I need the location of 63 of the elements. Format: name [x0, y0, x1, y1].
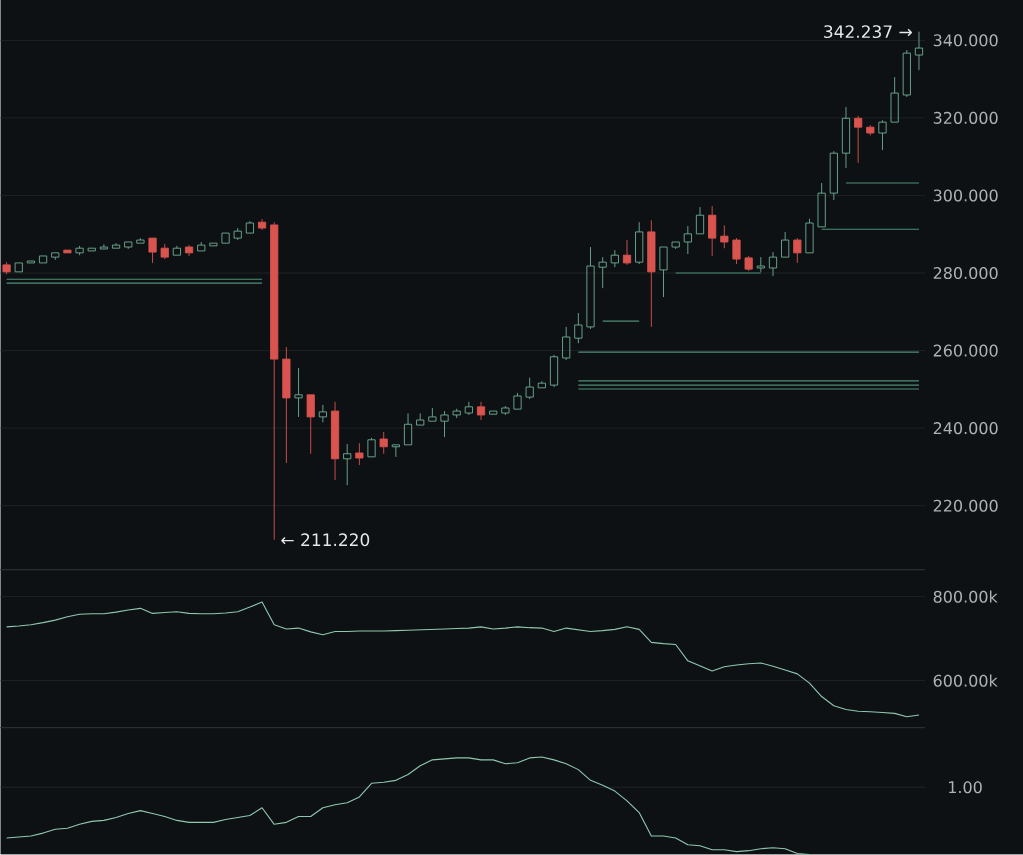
candlestick	[464, 401, 473, 416]
candlestick	[428, 407, 437, 422]
candlestick	[209, 242, 218, 247]
candlestick	[391, 444, 400, 458]
candlestick	[403, 412, 413, 446]
candlestick	[87, 247, 96, 252]
candlestick	[914, 31, 924, 71]
candlestick	[537, 380, 546, 389]
candlestick	[38, 255, 48, 264]
y-tick-label: 220.000	[933, 499, 998, 512]
y-tick-label: 300.000	[933, 189, 998, 202]
candlestick	[829, 150, 838, 201]
candlestick	[781, 231, 790, 258]
candlestick	[379, 431, 388, 455]
y-tick-label: 260.000	[933, 344, 998, 357]
text: 1.00	[949, 781, 982, 794]
candlestick	[841, 106, 851, 169]
candlestick	[330, 401, 340, 481]
candlestick	[148, 237, 157, 264]
candlestick	[549, 354, 559, 388]
candlestick	[598, 256, 607, 289]
candlestick	[63, 249, 72, 254]
candlestick	[282, 346, 291, 464]
candlestick	[355, 442, 364, 466]
candlestick	[172, 245, 181, 256]
candlestick	[99, 243, 108, 250]
candlestick	[294, 367, 303, 418]
candlestick	[622, 239, 632, 266]
y-tick-label: 240.000	[933, 422, 998, 435]
candlestick	[756, 256, 765, 273]
candlestick	[708, 205, 717, 257]
candlestick	[659, 246, 668, 298]
candlestick	[343, 443, 352, 486]
candlestick	[245, 220, 254, 234]
candlestick	[854, 115, 863, 164]
candlestick	[306, 394, 315, 455]
candlestick	[14, 262, 23, 273]
candlestick	[416, 412, 425, 426]
y-tick-label: 280.000	[933, 266, 998, 279]
candlestick	[440, 410, 449, 438]
candlestick	[51, 252, 60, 261]
candlestick	[476, 401, 486, 421]
candlestick	[318, 404, 327, 423]
candlestick	[270, 221, 279, 541]
y-tick-label: 320.000	[933, 111, 998, 124]
candlestick	[221, 232, 230, 244]
annotation: ← 211.220	[281, 533, 370, 547]
candlestick	[257, 218, 267, 231]
y-tick-label: 800.00k	[933, 590, 998, 603]
candlestick	[878, 119, 887, 151]
candlestick	[184, 244, 194, 257]
candlestick	[817, 182, 826, 228]
candlestick	[890, 76, 899, 123]
y-tick-label: 340.000	[933, 34, 998, 47]
candlestick	[683, 225, 692, 255]
y-tick-label: 600.00k	[933, 674, 998, 687]
candlestick	[695, 206, 705, 235]
candlestick	[768, 251, 778, 277]
annotation: 342.237 →	[824, 25, 912, 38]
candlestick	[489, 410, 498, 415]
candlestick	[26, 260, 36, 264]
candlestick	[647, 219, 656, 328]
candlestick	[111, 242, 121, 249]
